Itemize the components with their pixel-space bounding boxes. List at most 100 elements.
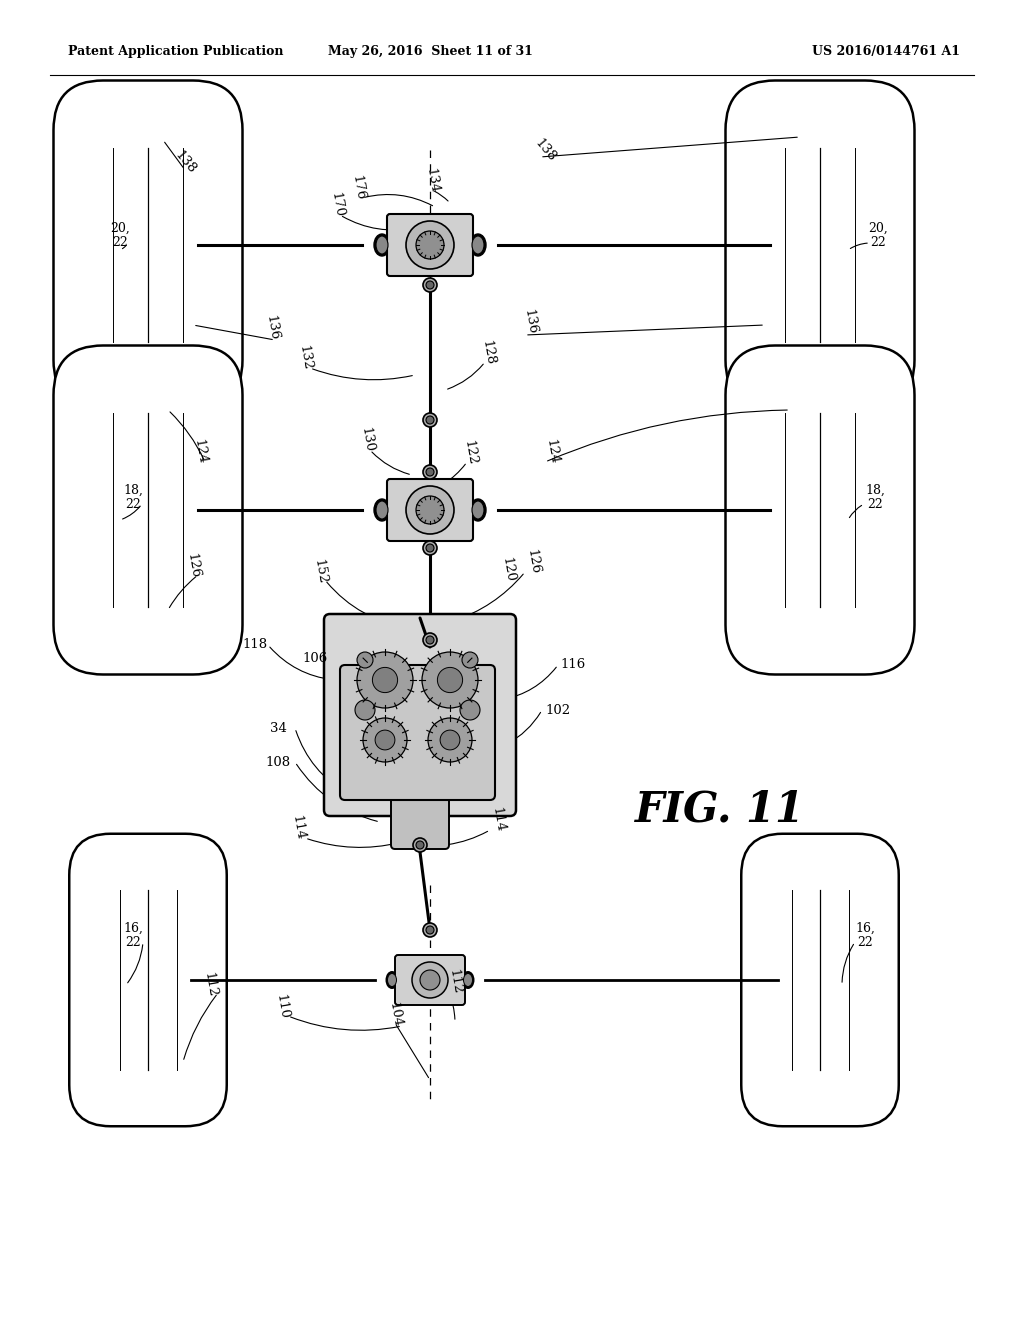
Circle shape — [423, 634, 437, 647]
Text: 110: 110 — [273, 994, 291, 1020]
Text: 22: 22 — [112, 236, 128, 249]
Circle shape — [437, 668, 463, 693]
Circle shape — [373, 668, 397, 693]
Text: 138: 138 — [531, 136, 558, 164]
Circle shape — [416, 231, 444, 259]
Circle shape — [423, 465, 437, 479]
Text: 136: 136 — [521, 309, 539, 335]
Text: 20,: 20, — [868, 222, 888, 235]
Circle shape — [406, 220, 454, 269]
Text: 114: 114 — [290, 814, 306, 842]
Circle shape — [426, 636, 434, 644]
Circle shape — [355, 700, 375, 719]
Text: 130: 130 — [358, 426, 376, 454]
Text: 22: 22 — [857, 936, 872, 949]
Text: 104: 104 — [386, 1002, 403, 1028]
FancyBboxPatch shape — [70, 834, 226, 1126]
Circle shape — [460, 700, 480, 719]
Text: 18,: 18, — [123, 483, 143, 496]
Ellipse shape — [385, 972, 398, 989]
Ellipse shape — [374, 234, 390, 256]
Circle shape — [440, 730, 460, 750]
Circle shape — [426, 281, 434, 289]
Circle shape — [426, 469, 434, 477]
Circle shape — [406, 486, 454, 535]
Circle shape — [426, 927, 434, 935]
Circle shape — [362, 718, 407, 762]
Text: 138: 138 — [172, 148, 198, 176]
Text: 152: 152 — [311, 558, 329, 586]
FancyBboxPatch shape — [387, 214, 473, 276]
Text: 108: 108 — [265, 755, 291, 768]
Text: Patent Application Publication: Patent Application Publication — [68, 45, 284, 58]
Text: 22: 22 — [867, 499, 883, 511]
Text: 122: 122 — [462, 440, 478, 466]
Text: 118: 118 — [243, 639, 267, 652]
Text: 114: 114 — [489, 807, 507, 833]
Text: 124: 124 — [544, 438, 560, 466]
Text: 16,: 16, — [123, 921, 143, 935]
Circle shape — [426, 416, 434, 424]
Text: 128: 128 — [479, 339, 497, 367]
Circle shape — [413, 838, 427, 851]
Text: 18,: 18, — [865, 483, 885, 496]
FancyBboxPatch shape — [395, 954, 465, 1005]
Text: 16,: 16, — [855, 921, 874, 935]
FancyBboxPatch shape — [725, 81, 914, 409]
Text: 170: 170 — [329, 191, 345, 219]
FancyBboxPatch shape — [391, 796, 449, 849]
Ellipse shape — [374, 499, 390, 521]
FancyBboxPatch shape — [725, 346, 914, 675]
Text: FIG. 11: FIG. 11 — [635, 789, 805, 832]
FancyBboxPatch shape — [53, 81, 243, 409]
Text: 22: 22 — [125, 936, 141, 949]
Ellipse shape — [462, 972, 474, 989]
Circle shape — [423, 923, 437, 937]
Text: 124: 124 — [191, 438, 209, 466]
Circle shape — [422, 652, 478, 708]
Ellipse shape — [376, 502, 388, 519]
Ellipse shape — [472, 502, 484, 519]
FancyBboxPatch shape — [340, 665, 495, 800]
Ellipse shape — [387, 974, 396, 986]
Circle shape — [375, 730, 395, 750]
Ellipse shape — [472, 236, 484, 253]
Text: 126: 126 — [184, 553, 202, 579]
Ellipse shape — [464, 974, 472, 986]
Text: 120: 120 — [500, 557, 516, 583]
Text: 112: 112 — [202, 972, 218, 998]
Text: 20,: 20, — [111, 222, 130, 235]
Text: 34: 34 — [269, 722, 287, 734]
Circle shape — [426, 544, 434, 552]
FancyBboxPatch shape — [387, 479, 473, 541]
Text: 134: 134 — [423, 168, 440, 194]
Circle shape — [423, 279, 437, 292]
Text: 136: 136 — [263, 314, 281, 342]
Text: 176: 176 — [349, 174, 367, 202]
Text: 22: 22 — [870, 236, 886, 249]
Circle shape — [416, 496, 444, 524]
Text: 102: 102 — [546, 704, 570, 717]
FancyBboxPatch shape — [741, 834, 899, 1126]
Text: 132: 132 — [296, 345, 313, 371]
Text: US 2016/0144761 A1: US 2016/0144761 A1 — [812, 45, 961, 58]
Text: 106: 106 — [302, 652, 328, 664]
Circle shape — [423, 541, 437, 554]
Circle shape — [357, 652, 373, 668]
FancyBboxPatch shape — [324, 614, 516, 816]
Circle shape — [357, 652, 413, 708]
Circle shape — [412, 962, 449, 998]
FancyBboxPatch shape — [53, 346, 243, 675]
Text: 22: 22 — [125, 499, 141, 511]
Text: 126: 126 — [524, 548, 542, 576]
Circle shape — [462, 652, 478, 668]
Ellipse shape — [470, 499, 486, 521]
Text: 112: 112 — [446, 969, 464, 995]
Circle shape — [423, 413, 437, 426]
Circle shape — [420, 970, 440, 990]
Circle shape — [416, 841, 424, 849]
Ellipse shape — [376, 236, 388, 253]
Ellipse shape — [470, 234, 486, 256]
Text: May 26, 2016  Sheet 11 of 31: May 26, 2016 Sheet 11 of 31 — [328, 45, 532, 58]
Text: 116: 116 — [560, 659, 586, 672]
